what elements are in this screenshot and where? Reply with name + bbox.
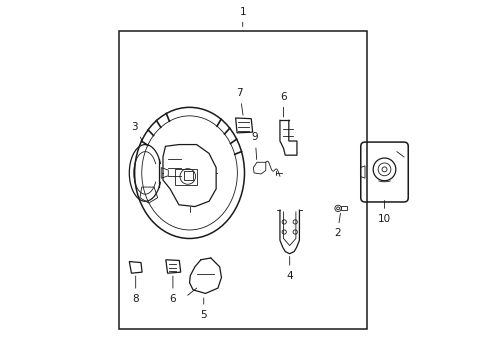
Text: 4: 4 — [286, 257, 292, 281]
Bar — [119, 31, 366, 329]
Bar — [175, 169, 196, 185]
Text: 2: 2 — [333, 213, 340, 238]
Text: 5: 5 — [200, 298, 206, 320]
Text: 7: 7 — [236, 88, 243, 115]
Text: 8: 8 — [132, 276, 139, 304]
Text: 6: 6 — [169, 276, 176, 304]
Text: 9: 9 — [251, 132, 258, 159]
Text: 6: 6 — [280, 92, 286, 117]
Bar — [340, 206, 346, 211]
Bar — [184, 171, 193, 180]
Text: 1: 1 — [239, 6, 245, 27]
Text: 10: 10 — [377, 201, 390, 224]
Text: 3: 3 — [131, 122, 142, 140]
